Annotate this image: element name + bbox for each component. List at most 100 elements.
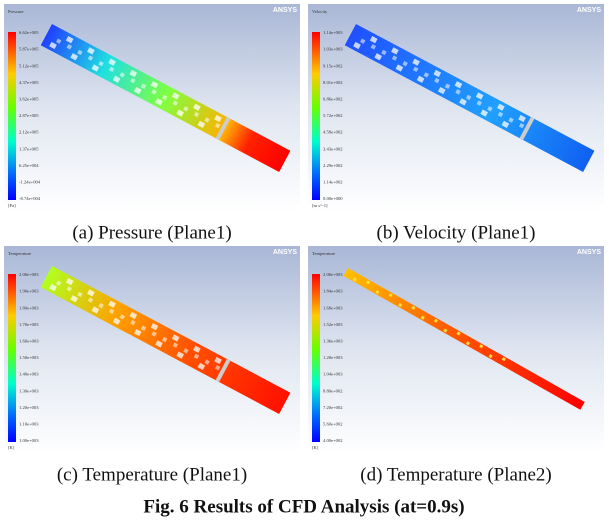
panel-caption: (c) Temperature (Plane1) [57, 464, 247, 485]
fuel-slot [518, 114, 526, 123]
fuel-slot [65, 278, 74, 286]
fuel-slot [497, 103, 505, 111]
ansys-logo: ANSYS [273, 7, 297, 14]
fuel-slot [465, 94, 472, 101]
fuel-slot [459, 98, 467, 106]
legend-label: 6.86e+002 [323, 96, 343, 101]
fuel-slot [87, 47, 95, 55]
legend-label: 2.00e+003 [323, 272, 343, 277]
fuel-slot [65, 36, 74, 44]
legend-unit: [K] [8, 445, 15, 450]
legend-label: -1.24e+004 [19, 179, 41, 184]
legend-label: 1.60e+003 [19, 338, 39, 343]
fuel-slot [501, 120, 510, 128]
fuel-slot [193, 353, 200, 360]
fuel-slot [129, 311, 138, 320]
fuel-slot [444, 83, 451, 89]
fuel-slot [77, 49, 83, 56]
hot-spot [352, 277, 357, 282]
ansys-logo: ANSYS [577, 249, 601, 256]
legend-label: 1.40e+003 [19, 372, 39, 377]
figure-caption: Fig. 6 Results of CFD Analysis (at=0.9s) [143, 496, 464, 517]
fuel-slot [395, 64, 404, 72]
fuel-slot [176, 351, 184, 359]
fuel-slot [151, 89, 157, 95]
ansys-logo: ANSYS [577, 7, 601, 14]
legend-label: 1.68e+003 [323, 305, 343, 310]
legend-label: 1.10e+003 [19, 421, 39, 426]
fuel-slot [140, 325, 147, 331]
fuel-slot [87, 297, 94, 303]
fuel-slot [402, 60, 408, 67]
fuel-slot [87, 55, 94, 61]
fuel-slot [360, 38, 366, 44]
fuel-slot [204, 359, 210, 365]
fuel-slot [171, 92, 180, 100]
fuel-slot [49, 283, 57, 292]
fuel-slot [77, 291, 83, 298]
legend-label: 1.14e+002 [323, 179, 343, 184]
legend-label: 1.70e+003 [19, 322, 39, 327]
legend-label: 2.87e+005 [19, 113, 39, 118]
fuel-slot [161, 336, 168, 343]
channel [40, 24, 291, 172]
fuel-slot [98, 302, 104, 309]
legend-label: 5.12e+005 [19, 63, 39, 68]
legend-label: 6.25e+004 [19, 163, 39, 168]
fuel-slot [214, 114, 222, 123]
legend-label: 5.72e+002 [323, 113, 343, 118]
fuel-slot [437, 86, 446, 95]
nozzle-gap [519, 116, 535, 141]
legend-label: 6.62e+005 [19, 30, 39, 35]
legend-label: 1.50e+003 [19, 355, 39, 360]
fuel-slot [56, 280, 62, 286]
fuel-slot [171, 334, 180, 342]
legend-title: Velocity [312, 9, 328, 14]
legend-title: Temperature [8, 251, 31, 256]
fuel-slot [129, 69, 138, 78]
fuel-slot [133, 328, 142, 337]
legend-label: 2.00e+003 [19, 272, 39, 277]
fuel-slot [119, 72, 126, 78]
legend-title: Temperature [312, 251, 335, 256]
legend-label: 9.15e+002 [323, 63, 343, 68]
color-bar [312, 32, 320, 200]
legend-label: 1.30e+003 [19, 388, 39, 393]
fuel-slot [91, 64, 100, 72]
nozzle-gap [215, 358, 231, 383]
legend-label: 7.20e+002 [323, 405, 343, 410]
legend-label: 1.14e+003 [323, 30, 343, 35]
fuel-slot [434, 77, 440, 84]
fuel-slot [151, 331, 157, 337]
hot-spot [398, 302, 403, 307]
fuel-slot [412, 58, 420, 66]
fuel-slot [487, 106, 493, 112]
ansys-logo: ANSYS [273, 249, 297, 256]
legend-label: 1.20e+003 [19, 405, 39, 410]
fuel-slot [140, 83, 147, 89]
hot-spot [411, 305, 416, 310]
fuel-slot [214, 122, 221, 129]
legend-label: 0.00e+000 [323, 196, 343, 201]
fuel-slot [193, 111, 200, 118]
legend-label: 4.00e+002 [323, 438, 343, 443]
fuel-slot [98, 60, 104, 67]
legend-label: 8.01e+002 [323, 80, 343, 85]
fuel-slot [119, 314, 126, 320]
hot-spot [479, 344, 484, 349]
fuel-slot [423, 72, 430, 78]
fuel-slot [49, 41, 57, 50]
hot-spot [465, 341, 470, 346]
fuel-slot [176, 109, 184, 117]
fuel-slot [416, 75, 425, 83]
fuel-slot [56, 38, 62, 44]
legend-label: 8.80e+002 [323, 388, 343, 393]
cfd-panel: ANSYS Temperature 2.00e+003 1.90e+003 1.80e+… [4, 246, 300, 454]
legend-label: 1.80e+003 [19, 305, 39, 310]
panel-caption: (d) Temperature (Plane2) [360, 464, 551, 485]
panel-caption: (a) Pressure (Plane1) [72, 222, 231, 243]
cfd-panel: ANSYS Velocity 1.14e+003 1.03e+003 9.15e+002… [308, 4, 604, 212]
fuel-slot [130, 319, 136, 326]
fuel-slot [66, 286, 73, 292]
fuel-slot [161, 94, 168, 101]
